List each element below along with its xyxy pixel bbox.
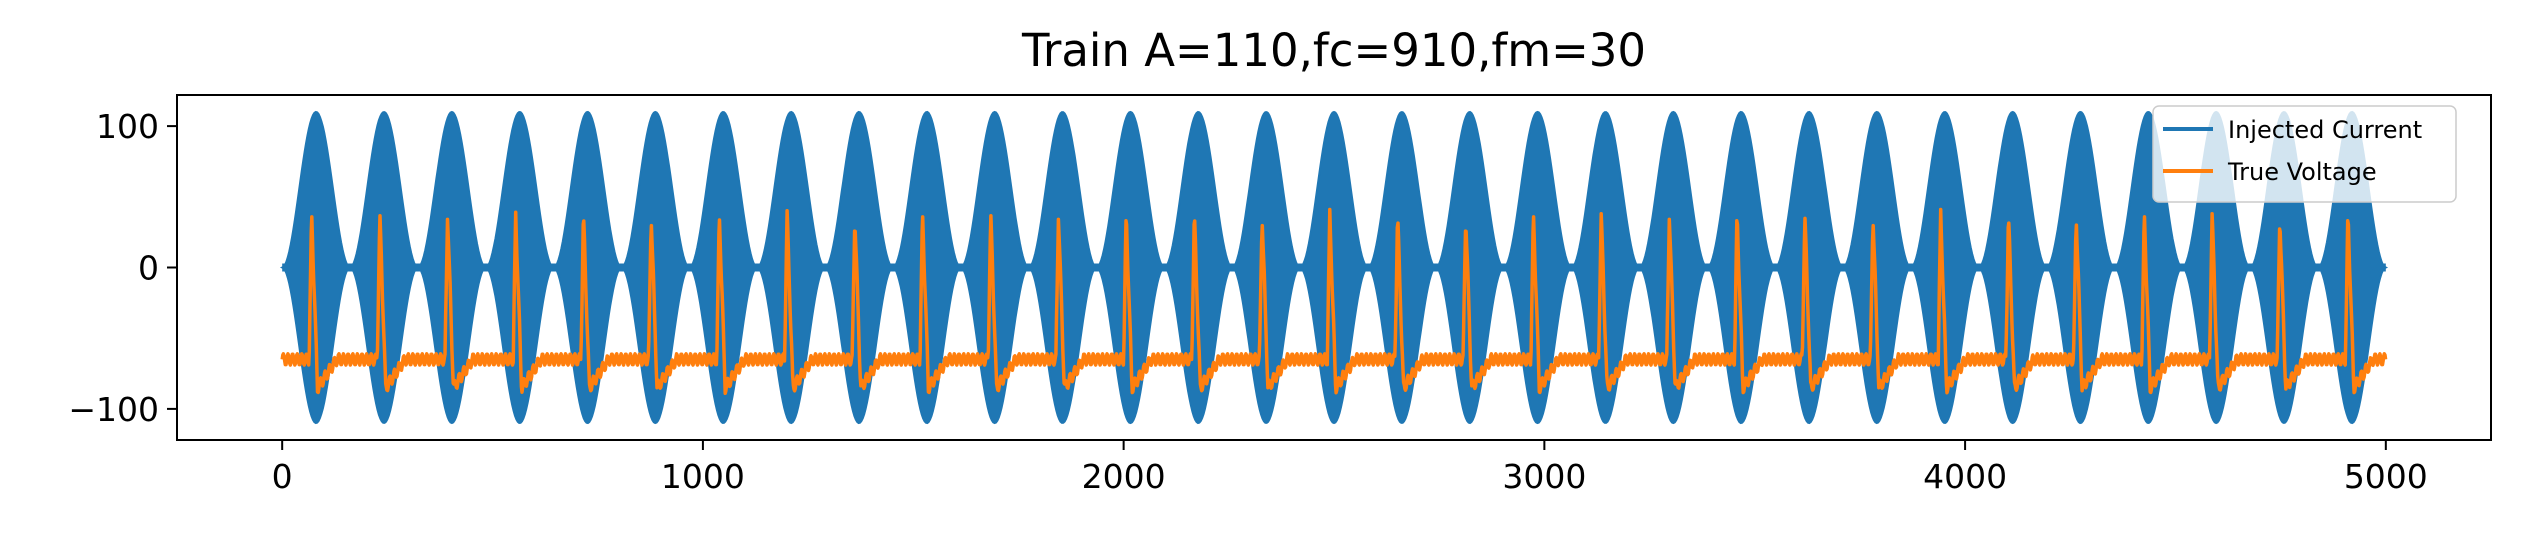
y-tick-label: −100 [68, 390, 159, 429]
y-tick-label: 0 [138, 249, 159, 288]
series-true-voltage [280, 207, 2388, 396]
chart-title: Train A=110,fc=910,fm=30 [1021, 24, 1646, 77]
x-tick-label: 5000 [2344, 457, 2428, 496]
x-tick-label: 3000 [1502, 457, 1586, 496]
y-axis: 100 0 −100 [68, 107, 177, 429]
y-tick-label: 100 [96, 107, 159, 146]
plot-series-layer [279, 110, 2389, 425]
legend-label-true-voltage: True Voltage [2227, 158, 2377, 186]
legend-box [2152, 105, 2457, 203]
legend: Injected Current True Voltage [2152, 105, 2457, 203]
x-tick-label: 0 [272, 457, 293, 496]
x-tick-label: 1000 [661, 457, 745, 496]
x-axis: 0 1000 2000 3000 4000 5000 [272, 440, 2428, 496]
legend-label-injected-current: Injected Current [2228, 116, 2422, 144]
x-tick-label: 4000 [1923, 457, 2007, 496]
x-tick-label: 2000 [1082, 457, 1166, 496]
